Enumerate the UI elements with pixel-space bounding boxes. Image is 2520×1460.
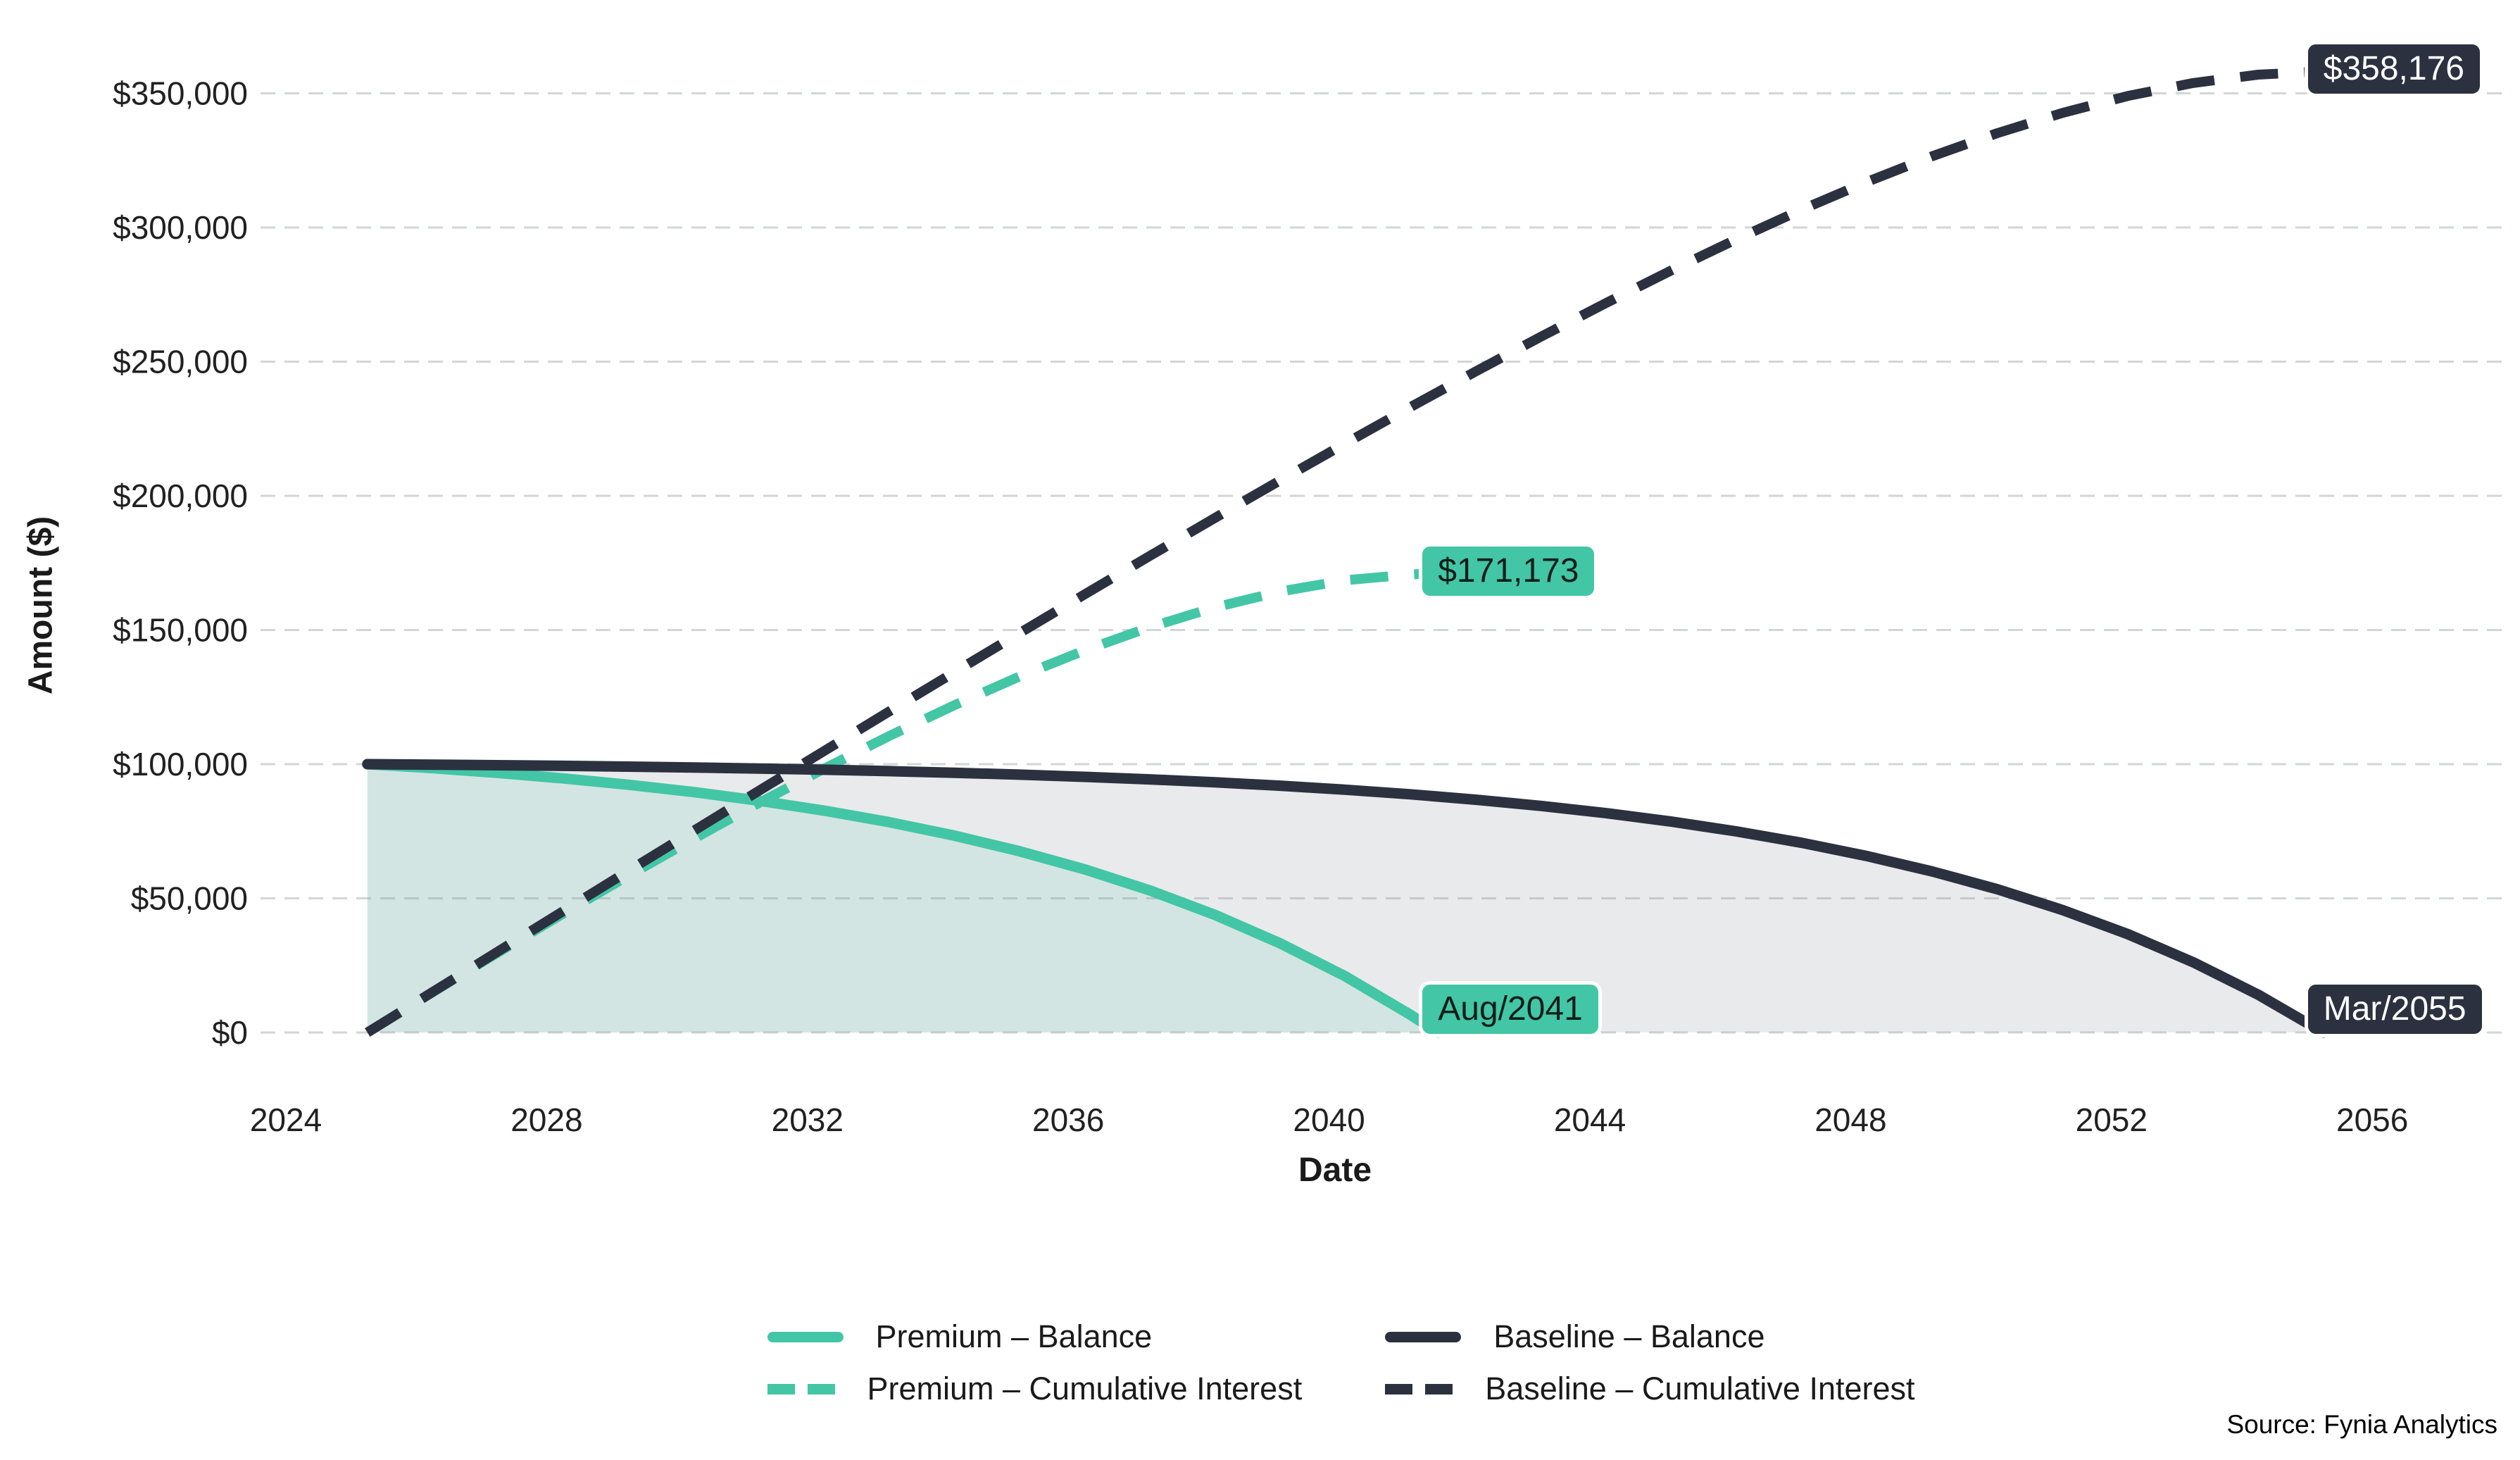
x-tick-label-2056: 2056 bbox=[2336, 1102, 2408, 1138]
x-tick-label-2040: 2040 bbox=[1293, 1102, 1365, 1138]
chart-legend: Premium – Balance Premium – Cumulative I… bbox=[767, 1318, 1915, 1407]
legend-item-premium-cum-interest: Premium – Cumulative Interest bbox=[767, 1371, 1302, 1407]
series-line-baseline-cumulative-interest bbox=[365, 66, 2324, 1037]
annotation-baseline-payoff-date: Mar/2055 bbox=[2304, 981, 2485, 1037]
x-tick-label-2036: 2036 bbox=[1032, 1102, 1104, 1138]
legend-item-baseline-cum-interest: Baseline – Cumulative Interest bbox=[1385, 1371, 1915, 1407]
annotation-baseline-total-interest: $358,176 bbox=[2304, 41, 2483, 98]
x-tick-label-2024: 2024 bbox=[250, 1102, 322, 1138]
y-tick-label-100000: $100,000 bbox=[113, 746, 248, 782]
x-tick-label-2032: 2032 bbox=[772, 1102, 844, 1138]
source-note: Source: Fynia Analytics bbox=[2226, 1410, 2497, 1439]
x-tick-label-2048: 2048 bbox=[1814, 1102, 1886, 1138]
legend-swatch-premium-cum-interest bbox=[767, 1383, 835, 1395]
annotation-premium-payoff-date: Aug/2041 bbox=[1419, 981, 1602, 1037]
baseline-balance-area-fill bbox=[367, 764, 2324, 1032]
y-tick-label-300000: $300,000 bbox=[113, 209, 248, 246]
legend-column-premium: Premium – Balance Premium – Cumulative I… bbox=[767, 1318, 1302, 1407]
premium-balance-area-fill bbox=[367, 764, 1438, 1032]
series-line-baseline-balance bbox=[362, 759, 2329, 1038]
x-tick-label-2052: 2052 bbox=[2076, 1102, 2148, 1138]
legend-item-baseline-balance: Baseline – Balance bbox=[1385, 1318, 1914, 1355]
legend-label-premium-cum-interest: Premium – Cumulative Interest bbox=[867, 1371, 1303, 1406]
y-tick-label-0: $0 bbox=[212, 1014, 248, 1051]
y-tick-label-150000: $150,000 bbox=[113, 612, 248, 649]
legend-swatch-baseline-balance bbox=[1385, 1331, 1462, 1342]
legend-column-baseline: Baseline – Balance Baseline – Cumulative… bbox=[1385, 1318, 1915, 1407]
legend-label-premium-balance: Premium – Balance bbox=[875, 1318, 1153, 1354]
annotation-premium-total-interest: $171,173 bbox=[1419, 542, 1598, 599]
series-line-premium-balance bbox=[362, 759, 1443, 1038]
y-axis-title: Amount ($) bbox=[22, 516, 60, 695]
x-axis-title: Date bbox=[1298, 1152, 1372, 1189]
legend-swatch-premium-balance bbox=[767, 1331, 844, 1342]
legend-item-premium-balance: Premium – Balance bbox=[767, 1318, 1302, 1355]
y-tick-label-200000: $200,000 bbox=[113, 478, 248, 514]
y-tick-label-350000: $350,000 bbox=[113, 75, 248, 112]
x-tick-label-2028: 2028 bbox=[510, 1102, 582, 1138]
y-tick-label-250000: $250,000 bbox=[113, 344, 248, 380]
legend-label-baseline-balance: Baseline – Balance bbox=[1493, 1318, 1765, 1354]
legend-label-baseline-cum-interest: Baseline – Cumulative Interest bbox=[1485, 1371, 1915, 1406]
y-tick-label-50000: $50,000 bbox=[131, 880, 248, 917]
legend-swatch-baseline-cum-interest bbox=[1385, 1383, 1453, 1395]
x-tick-label-2044: 2044 bbox=[1554, 1102, 1626, 1138]
